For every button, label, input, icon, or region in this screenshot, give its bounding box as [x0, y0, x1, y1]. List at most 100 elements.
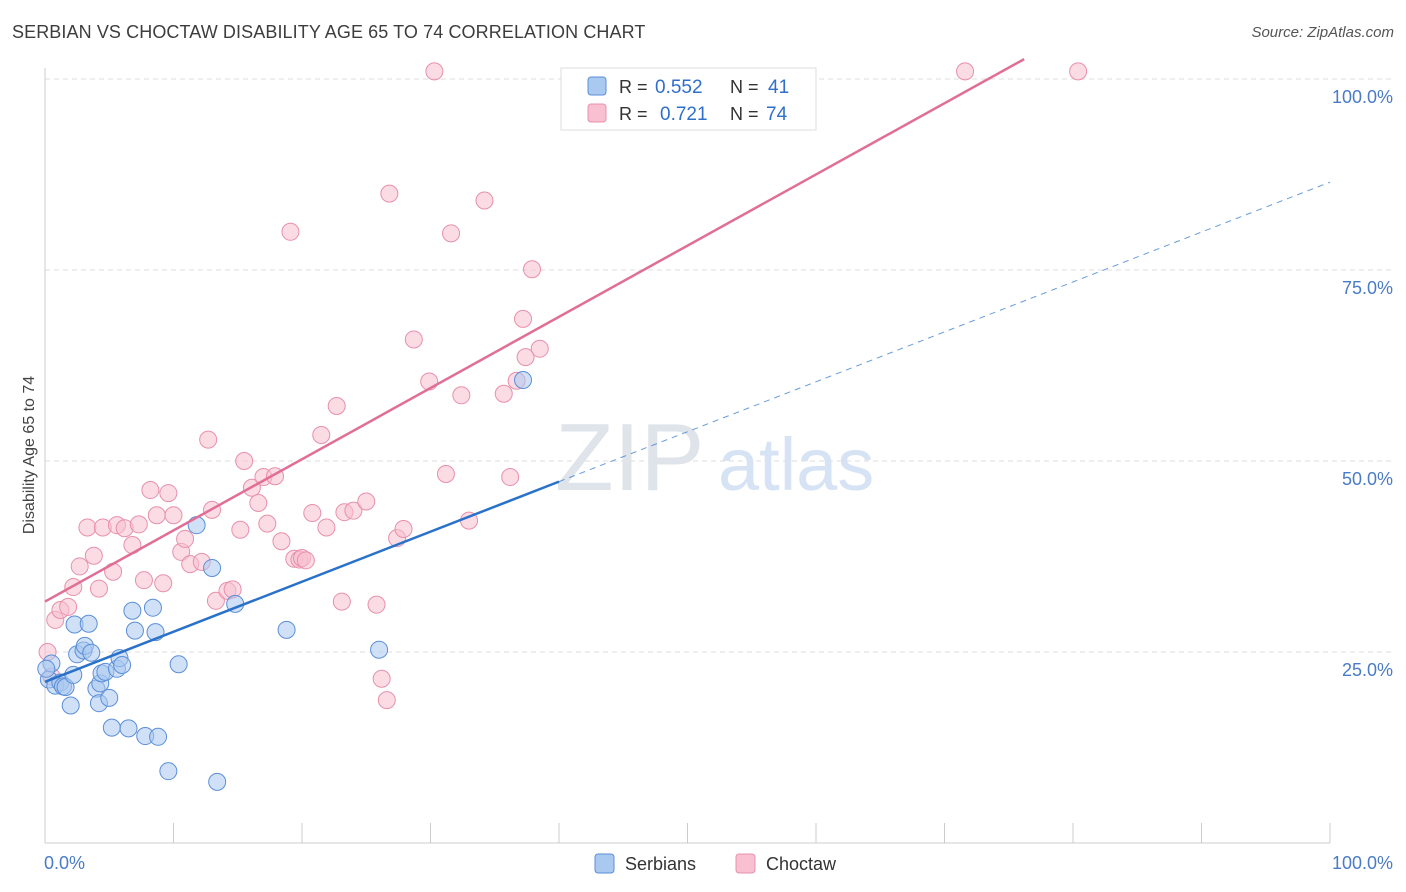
serbians-point [119, 719, 138, 738]
legend-label-choctaw: Choctaw [766, 854, 837, 874]
serbians-point [149, 727, 168, 746]
choctaw-point [1069, 62, 1088, 81]
choctaw-point [367, 595, 386, 614]
serbians-point [187, 516, 206, 535]
serbians-point [37, 659, 56, 678]
choctaw-point [78, 518, 97, 537]
choctaw-point [303, 503, 322, 522]
choctaw-point [514, 309, 533, 328]
choctaw-point [494, 384, 513, 403]
serbians-point [100, 688, 119, 707]
serbians-trend-extension [558, 181, 1331, 483]
choctaw-point [452, 386, 471, 405]
y-tick-label: 50.0% [1342, 469, 1393, 489]
choctaw-point [154, 574, 173, 593]
serbians-point [208, 772, 227, 791]
choctaw-point [372, 669, 391, 688]
serbians-point [169, 655, 188, 674]
legend-swatch-choctaw [735, 853, 756, 874]
serbians-point [277, 620, 296, 639]
choctaw-point [317, 518, 336, 537]
chart-source: Source: ZipAtlas.com [1251, 24, 1394, 41]
stats-r-label-choctaw: R = [619, 104, 648, 124]
choctaw-trend-line [44, 58, 1025, 603]
choctaw-point [199, 430, 218, 449]
choctaw-point [231, 520, 250, 539]
choctaw-point [394, 519, 413, 538]
choctaw-point [129, 515, 148, 534]
y-tick-label: 75.0% [1342, 278, 1393, 298]
choctaw-point [249, 494, 268, 513]
serbians-point [159, 762, 178, 781]
serbians-point [61, 696, 80, 715]
points-layer [37, 62, 1088, 791]
serbians-point [113, 655, 132, 674]
choctaw-point [272, 532, 291, 551]
serbians-point [203, 558, 222, 577]
stats-legend: R = 0.552 N = 41 R = 0.721 N = 74 [560, 67, 817, 131]
choctaw-point [425, 62, 444, 81]
choctaw-point [235, 452, 254, 470]
watermark: ZIP atlas [555, 404, 874, 511]
choctaw-point [141, 481, 160, 500]
ticks-layer: 25.0% 50.0% 75.0% 100.0% 0.0% 100.0% [44, 87, 1393, 873]
choctaw-point [475, 191, 494, 210]
choctaw-point [327, 396, 346, 415]
serbians-point [79, 614, 98, 633]
chart-title: SERBIAN VS CHOCTAW DISABILITY AGE 65 TO … [12, 22, 646, 42]
stats-swatch-choctaw [587, 103, 607, 123]
stats-n-value-choctaw: 74 [766, 104, 788, 125]
serbians-point [143, 598, 162, 617]
serbians-point [82, 643, 101, 662]
choctaw-point [59, 597, 78, 616]
stats-r-value-choctaw: 0.721 [660, 104, 708, 125]
choctaw-point [501, 468, 520, 487]
choctaw-point [436, 464, 455, 483]
serbians-trend-line [44, 480, 560, 683]
choctaw-point [258, 514, 277, 533]
choctaw-point [357, 492, 376, 511]
legend-swatch-serbians [594, 853, 615, 874]
choctaw-point [523, 260, 542, 279]
series-legend: Serbians Choctaw [594, 853, 837, 874]
choctaw-point [332, 592, 351, 611]
legend-label-serbians: Serbians [625, 854, 696, 874]
choctaw-point [281, 222, 300, 241]
choctaw-point [380, 184, 399, 203]
stats-swatch-serbians [587, 76, 607, 96]
y-tick-label: 25.0% [1342, 660, 1393, 680]
x-tick-label: 100.0% [1332, 853, 1393, 873]
choctaw-point [377, 691, 396, 710]
stats-r-value-serbians: 0.552 [655, 77, 703, 98]
serbians-point [125, 621, 144, 640]
serbians-point [370, 640, 389, 659]
choctaw-point [530, 339, 549, 358]
serbians-point [123, 601, 142, 620]
stats-r-label-serbians: R = [619, 77, 648, 97]
axes-layer [44, 68, 1331, 844]
choctaw-point [147, 506, 166, 525]
choctaw-point [89, 579, 108, 598]
choctaw-point [516, 348, 535, 367]
stats-n-label-choctaw: N = [730, 104, 759, 124]
choctaw-point [404, 330, 423, 349]
choctaw-point [312, 426, 331, 445]
choctaw-point [164, 506, 183, 525]
choctaw-point [206, 591, 225, 610]
choctaw-point [176, 529, 195, 548]
choctaw-point [956, 62, 975, 81]
serbians-point [102, 718, 121, 737]
choctaw-point [296, 551, 315, 570]
choctaw-point [84, 546, 103, 565]
trend-layer [44, 58, 1331, 683]
grid-layer [45, 78, 1395, 653]
choctaw-point [70, 557, 89, 576]
choctaw-point [442, 224, 461, 243]
watermark-zip: ZIP [555, 404, 704, 511]
x-tick-label: 0.0% [44, 853, 85, 873]
serbians-point [514, 371, 533, 390]
choctaw-point [134, 571, 153, 590]
choctaw-point [344, 501, 363, 520]
stats-n-value-serbians: 41 [768, 77, 789, 98]
